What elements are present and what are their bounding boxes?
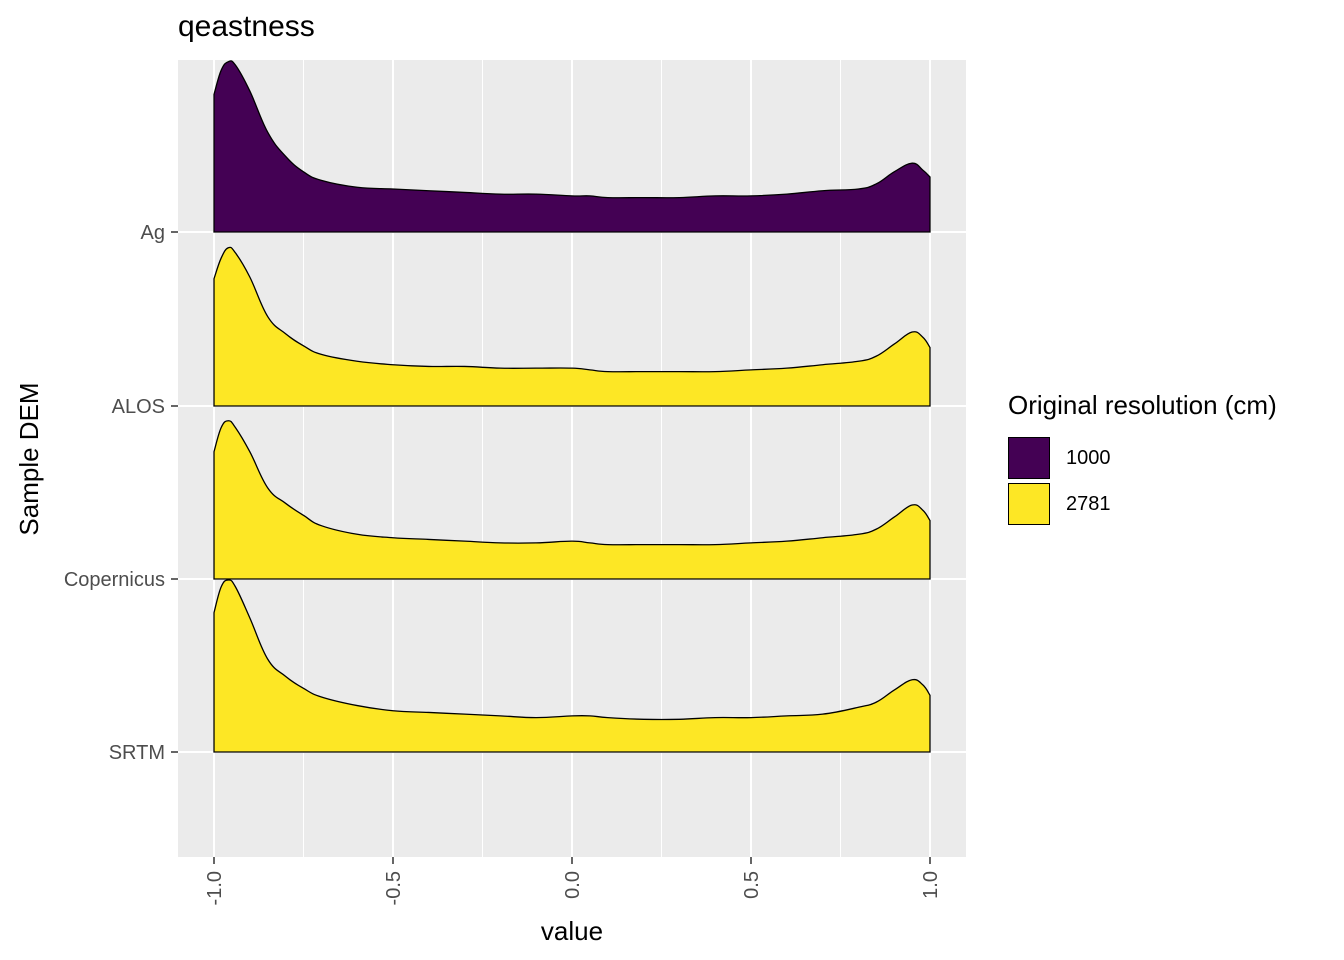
legend-item-2781: 2781 xyxy=(1008,481,1277,527)
density-ridge-copernicus xyxy=(213,420,931,580)
y-tick-label-ag: Ag xyxy=(141,222,165,244)
y-tick-label-srtm: SRTM xyxy=(109,742,165,764)
chart-title: qeastness xyxy=(178,10,315,43)
x-tick-label: 1.0 xyxy=(920,871,942,899)
y-tick-label-copernicus: Copernicus xyxy=(64,569,165,591)
x-tick-label: -1.0 xyxy=(204,871,226,905)
density-ridge-ag xyxy=(213,60,931,233)
x-axis-label: value xyxy=(541,916,603,946)
density-ridge-srtm xyxy=(213,579,931,753)
legend-swatch-2781 xyxy=(1008,483,1050,525)
x-axis: -1.0 -0.5 0.0 0.5 1.0 xyxy=(204,857,942,905)
legend: Original resolution (cm) 1000 2781 xyxy=(1008,390,1277,527)
density-ridges xyxy=(213,60,931,753)
legend-swatch-1000 xyxy=(1008,437,1050,479)
legend-item-1000: 1000 xyxy=(1008,435,1277,481)
legend-title: Original resolution (cm) xyxy=(1008,390,1277,420)
y-axis-label: Sample DEM xyxy=(14,382,44,535)
x-tick-label: 0.5 xyxy=(741,871,763,899)
y-axis: SRTM Copernicus ALOS Ag xyxy=(64,222,178,764)
legend-label-2781: 2781 xyxy=(1066,492,1111,515)
x-tick-label: 0.0 xyxy=(562,871,584,899)
x-tick-label: -0.5 xyxy=(383,871,405,905)
legend-label-1000: 1000 xyxy=(1066,446,1111,469)
density-ridge-alos xyxy=(213,246,931,407)
y-tick-label-alos: ALOS xyxy=(112,396,165,418)
